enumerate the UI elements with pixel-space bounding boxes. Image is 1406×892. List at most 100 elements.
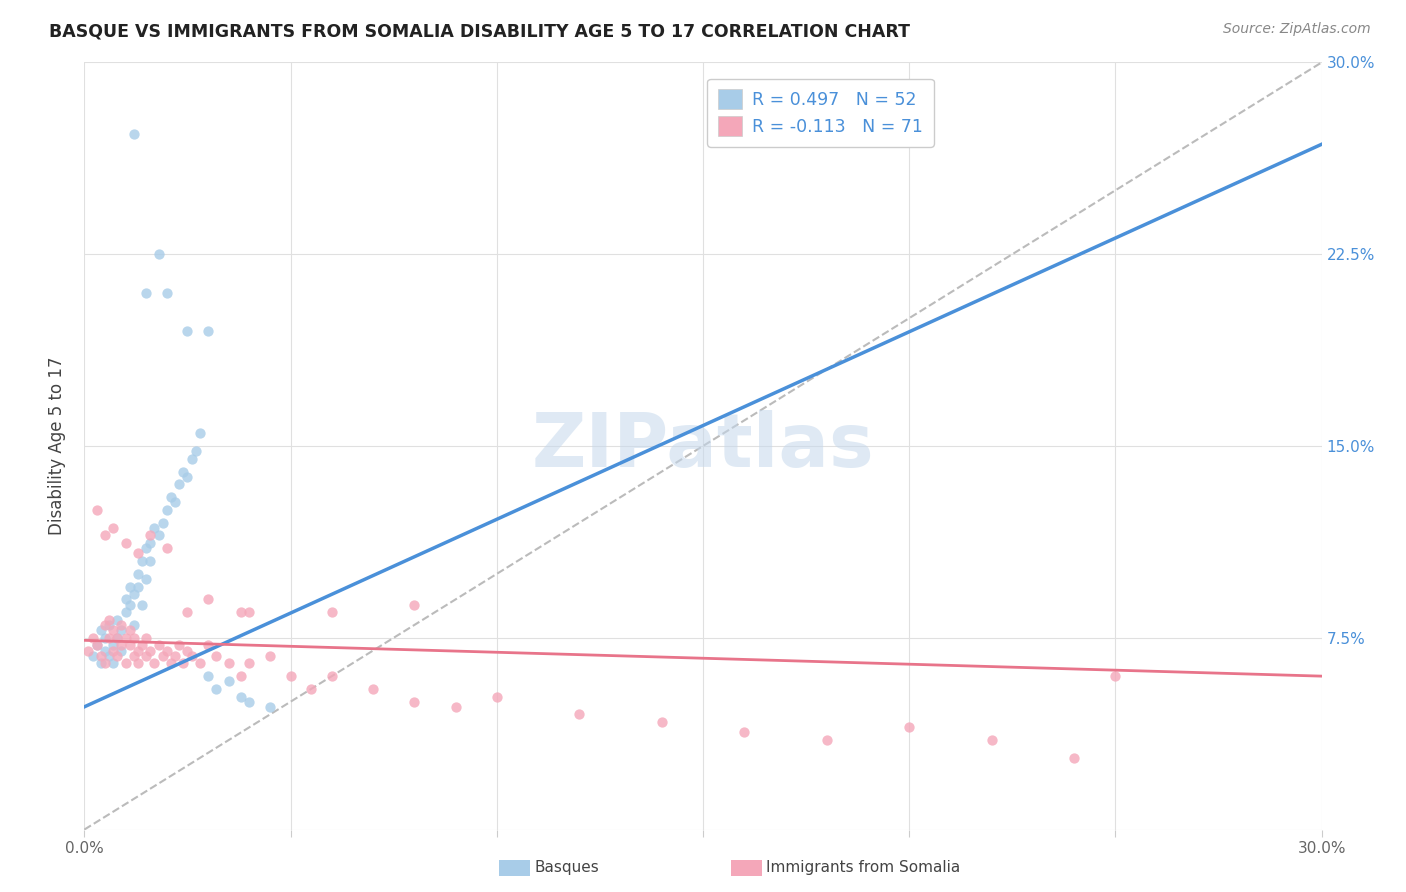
Point [98,613,121,627]
Point [184,444,207,458]
Point [122,648,145,663]
Point [94,618,117,632]
Point [156,541,179,556]
Point [238,657,260,671]
Point [103,657,125,671]
Point [105,648,128,663]
Point [299,681,322,696]
Point [127,643,149,657]
Point [205,648,228,663]
Point [238,695,260,709]
Point [139,554,162,568]
Point [1104,669,1126,683]
Point [156,285,179,300]
Point [77,643,100,657]
Point [90,657,112,671]
Point [110,639,132,653]
Point [131,598,153,612]
Point [176,643,198,657]
Point [131,554,153,568]
Point [131,639,153,653]
Point [135,572,157,586]
Point [103,639,125,653]
Point [148,247,170,261]
Point [86,639,108,653]
Point [259,699,281,714]
Point [94,631,117,645]
Point [156,503,179,517]
Point [82,648,104,663]
Point [118,623,141,637]
Text: ZIPatlas: ZIPatlas [531,409,875,483]
Point [197,639,219,653]
Point [135,285,157,300]
Point [165,495,187,509]
Point [404,695,426,709]
Point [94,643,117,657]
Point [197,669,219,683]
Point [114,592,136,607]
Point [90,648,112,663]
Point [218,657,240,671]
Point [165,648,187,663]
Point [485,690,508,704]
Point [229,690,252,704]
Point [152,516,174,530]
Point [176,469,198,483]
Point [122,587,145,601]
Point [188,657,211,671]
Point [98,631,121,645]
Point [733,725,755,739]
Point [176,324,198,338]
Point [167,477,190,491]
Text: Source: ZipAtlas.com: Source: ZipAtlas.com [1223,22,1371,37]
Point [127,580,149,594]
Point [86,639,108,653]
Point [122,127,145,141]
Point [90,623,112,637]
Point [139,536,162,550]
Point [139,528,162,542]
Point [321,669,343,683]
Point [127,546,149,560]
Point [105,631,128,645]
Point [103,643,125,657]
Point [86,503,108,517]
Point [188,426,211,441]
Y-axis label: Disability Age 5 to 17: Disability Age 5 to 17 [48,357,66,535]
Legend: R = 0.497   N = 52, R = -0.113   N = 71: R = 0.497 N = 52, R = -0.113 N = 71 [707,78,934,146]
Point [238,605,260,619]
Point [110,623,132,637]
Point [94,657,117,671]
Point [110,618,132,632]
Point [135,541,157,556]
Point [103,521,125,535]
Point [135,631,157,645]
Point [110,643,132,657]
Text: BASQUE VS IMMIGRANTS FROM SOMALIA DISABILITY AGE 5 TO 17 CORRELATION CHART: BASQUE VS IMMIGRANTS FROM SOMALIA DISABI… [49,22,910,40]
Point [568,707,591,722]
Point [148,639,170,653]
Point [404,598,426,612]
Point [114,631,136,645]
Point [143,657,166,671]
Point [114,536,136,550]
Point [205,681,228,696]
Point [114,605,136,619]
Point [321,605,343,619]
Point [160,490,183,504]
Point [176,605,198,619]
Point [444,699,467,714]
Point [980,733,1002,747]
Point [651,715,673,730]
Point [98,648,121,663]
Point [361,681,384,696]
Point [118,580,141,594]
Point [118,639,141,653]
Point [148,528,170,542]
Point [105,613,128,627]
Point [218,674,240,689]
Point [94,528,117,542]
Point [122,631,145,645]
Point [197,592,219,607]
